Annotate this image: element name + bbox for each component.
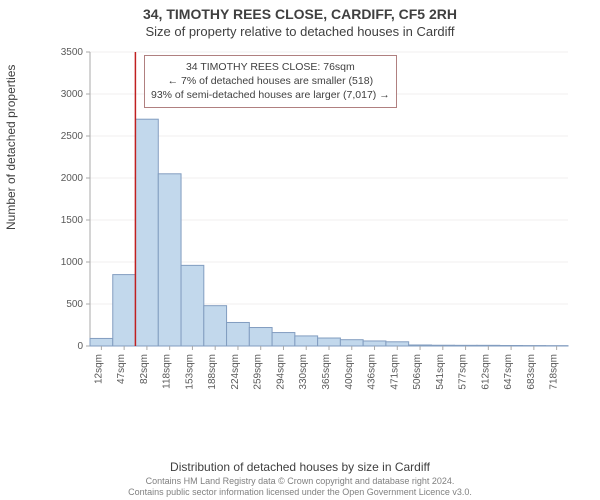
svg-text:365sqm: 365sqm	[321, 354, 332, 390]
svg-text:436sqm: 436sqm	[367, 354, 378, 390]
svg-text:471sqm: 471sqm	[389, 354, 400, 390]
chart-title-address: 34, TIMOTHY REES CLOSE, CARDIFF, CF5 2RH	[0, 6, 600, 22]
svg-text:0: 0	[77, 341, 83, 352]
svg-text:1000: 1000	[61, 257, 84, 268]
svg-text:577sqm: 577sqm	[458, 354, 469, 390]
credits-block: Contains HM Land Registry data © Crown c…	[0, 476, 600, 499]
y-axis-label: Number of detached properties	[4, 65, 18, 230]
svg-text:188sqm: 188sqm	[207, 354, 218, 390]
chart-plot-area: 0 500 1000 1500 2000 2500 3000 3500 12sqm 47sqm 82…	[58, 46, 574, 416]
svg-text:47sqm: 47sqm	[116, 354, 127, 384]
svg-text:118sqm: 118sqm	[162, 354, 173, 389]
svg-text:2500: 2500	[61, 131, 84, 142]
page-root: 34, TIMOTHY REES CLOSE, CARDIFF, CF5 2RH…	[0, 0, 600, 500]
annotation-line-2: ← 7% of detached houses are smaller (518…	[151, 74, 390, 88]
annotation-box: 34 TIMOTHY REES CLOSE: 76sqm ← 7% of det…	[144, 55, 397, 108]
svg-text:506sqm: 506sqm	[412, 354, 423, 390]
svg-text:82sqm: 82sqm	[139, 354, 150, 384]
svg-text:153sqm: 153sqm	[184, 354, 195, 390]
x-axis-label: Distribution of detached houses by size …	[0, 460, 600, 474]
credits-line-1: Contains HM Land Registry data © Crown c…	[0, 476, 600, 487]
svg-text:541sqm: 541sqm	[435, 354, 446, 390]
annotation-line-3: 93% of semi-detached houses are larger (…	[151, 88, 390, 102]
svg-text:259sqm: 259sqm	[253, 354, 264, 390]
svg-text:3500: 3500	[61, 47, 84, 58]
svg-text:683sqm: 683sqm	[526, 354, 537, 390]
svg-text:718sqm: 718sqm	[549, 354, 560, 390]
svg-text:1500: 1500	[61, 215, 84, 226]
chart-titles: 34, TIMOTHY REES CLOSE, CARDIFF, CF5 2RH…	[0, 0, 600, 39]
svg-text:294sqm: 294sqm	[275, 354, 286, 390]
chart-title-sub: Size of property relative to detached ho…	[0, 24, 600, 39]
svg-text:647sqm: 647sqm	[503, 354, 514, 390]
credits-line-2: Contains public sector information licen…	[0, 487, 600, 498]
svg-text:330sqm: 330sqm	[298, 354, 309, 390]
svg-text:12sqm: 12sqm	[93, 354, 104, 384]
svg-text:400sqm: 400sqm	[344, 354, 355, 390]
annotation-line-1: 34 TIMOTHY REES CLOSE: 76sqm	[151, 60, 390, 74]
svg-text:3000: 3000	[61, 89, 84, 100]
svg-text:612sqm: 612sqm	[480, 354, 491, 390]
svg-text:500: 500	[66, 299, 83, 310]
svg-text:224sqm: 224sqm	[230, 354, 241, 390]
svg-text:2000: 2000	[61, 173, 84, 184]
